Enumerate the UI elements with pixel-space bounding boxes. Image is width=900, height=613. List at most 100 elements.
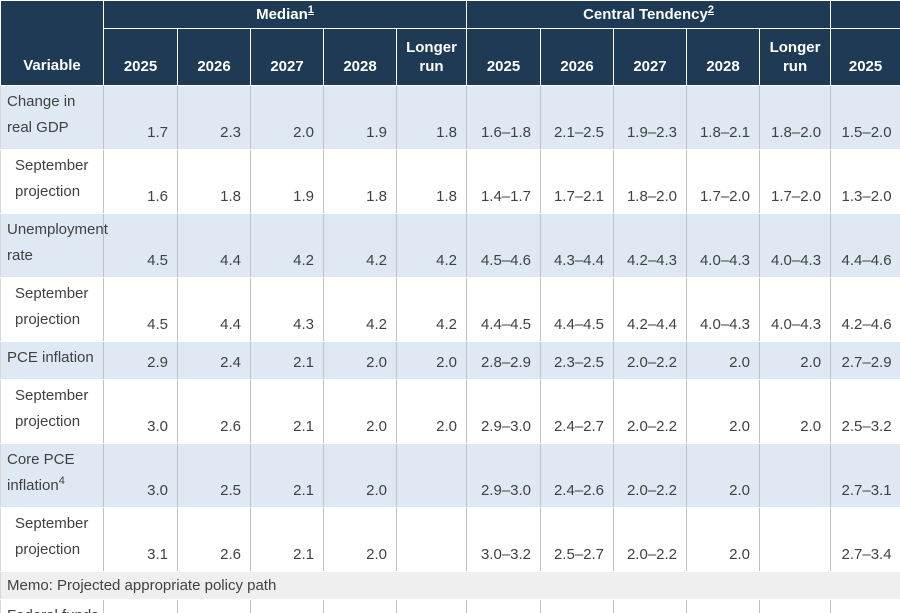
value-cell: 1.4–1.7: [466, 149, 542, 214]
value-cell: 2.6: [177, 379, 251, 444]
value-cell: 2.0–2.2: [613, 379, 688, 444]
value-cell: 3.1: [103, 507, 178, 572]
value-cell: 2.4–2.7: [540, 379, 615, 444]
value-cell: 3.0: [395, 599, 468, 613]
value-cell: 4.3: [250, 277, 324, 342]
row-label: PCE inflation: [0, 341, 104, 380]
value-cell: 2.1: [250, 443, 324, 508]
value-cell: 1.6–1.8: [466, 85, 542, 150]
value-cell: 4.2–4.4: [613, 277, 688, 342]
value-cell: [395, 507, 468, 572]
value-cell: 3.0: [103, 379, 178, 444]
table-row: Change in real GDP 1.7 2.3 2.0 1.9 1.8 1…: [0, 85, 900, 150]
value-cell: 2.1: [250, 379, 324, 444]
value-cell: 1.8: [323, 149, 397, 214]
year-header-ct-2028: 2028: [686, 28, 761, 86]
value-cell: 2.0: [250, 85, 324, 150]
year-header-ct-longer-run: Longer run: [759, 28, 832, 86]
value-cell: 4.0–4.3: [686, 277, 761, 342]
table-row: Unemployment rate 4.5 4.4 4.2 4.2 4.2 4.…: [0, 213, 900, 278]
value-cell: 2.1: [250, 341, 324, 380]
value-cell: 2.9–3.6: [540, 599, 615, 613]
value-cell: 2.0–2.2: [613, 507, 688, 572]
value-cell: 3.6: [103, 599, 178, 613]
table-row: September projection 3.0 2.6 2.1 2.0 2.0…: [0, 379, 900, 444]
value-cell: 4.2–4.6: [830, 277, 900, 342]
value-cell: 2.0: [686, 379, 761, 444]
footnote-1-link[interactable]: 1: [307, 4, 314, 16]
value-cell: 2.8–3.6: [686, 599, 761, 613]
value-cell: 3.0: [103, 443, 178, 508]
value-cell: 2.3–2.5: [540, 341, 615, 380]
value-cell: 2.8–3.5: [759, 599, 832, 613]
value-cell: 4.5–4.6: [466, 213, 542, 278]
value-cell: 4.2: [323, 213, 397, 278]
value-cell: 1.5–2.0: [830, 85, 900, 150]
year-header-range-2025: 2025: [830, 28, 900, 86]
table-row: Core PCE inflation4 3.0 2.5 2.1 2.0 2.9–…: [0, 443, 900, 508]
value-cell: 2.9–3.0: [466, 379, 542, 444]
value-cell: 3.1: [323, 599, 397, 613]
value-cell: 1.8: [177, 149, 251, 214]
value-cell: 4.4–4.6: [830, 213, 900, 278]
median-group-header: Median1: [102, 0, 468, 29]
value-cell: 2.0: [323, 379, 397, 444]
value-cell: 3.4–3.9: [830, 599, 900, 613]
value-cell: 3.1: [250, 599, 324, 613]
value-cell: 2.9: [103, 341, 178, 380]
row-label: Change in real GDP: [0, 85, 104, 150]
value-cell: 1.7: [103, 85, 178, 150]
value-cell: 2.5–3.2: [830, 379, 900, 444]
year-header-median-2028: 2028: [323, 28, 397, 86]
group-header-row: Variable Median1 Central Tendency2: [0, 0, 900, 86]
value-cell: 2.1–2.5: [540, 85, 615, 150]
memo-row: Memo: Projected appropriate policy path: [0, 571, 900, 600]
year-header-ct-2025: 2025: [466, 28, 542, 86]
value-cell: 3.0–3.2: [466, 507, 542, 572]
value-cell: 4.0–4.3: [686, 213, 761, 278]
value-cell: 3.4: [177, 599, 251, 613]
value-cell: 1.8: [395, 85, 468, 150]
value-cell: 2.0: [759, 341, 832, 380]
value-cell: 2.0–2.2: [613, 443, 688, 508]
value-cell: 1.8: [395, 149, 468, 214]
year-header-median-2025: 2025: [103, 28, 178, 86]
value-cell: 2.7–3.4: [830, 507, 900, 572]
value-cell: 1.9: [250, 149, 324, 214]
row-label: September projection: [0, 379, 104, 444]
value-cell: 2.5: [177, 443, 251, 508]
year-header-median-2027: 2027: [250, 28, 324, 86]
value-cell: 1.8–2.0: [759, 85, 832, 150]
year-header-ct-2027: 2027: [613, 28, 688, 86]
value-cell: 4.0–4.3: [759, 277, 832, 342]
table-row: September projection 4.5 4.4 4.3 4.2 4.2…: [0, 277, 900, 342]
variable-column-header: Variable: [0, 0, 104, 86]
footnote-2-link[interactable]: 2: [707, 4, 714, 16]
value-cell: 4.2: [323, 277, 397, 342]
value-cell: 2.7–3.1: [830, 443, 900, 508]
table-row: September projection 3.1 2.6 2.1 2.0 3.0…: [0, 507, 900, 572]
value-cell: 2.1: [250, 507, 324, 572]
value-cell: 4.2: [395, 213, 468, 278]
value-cell: 4.4–4.5: [540, 277, 615, 342]
value-cell: 1.8–2.1: [686, 85, 761, 150]
value-cell: 2.3: [177, 85, 251, 150]
value-cell: 4.3–4.4: [540, 213, 615, 278]
value-cell: 4.4: [177, 213, 251, 278]
year-header-row: 2025 2026 2027 2028 Longer run 2025 2026…: [1, 28, 900, 86]
value-cell: 1.3–2.0: [830, 149, 900, 214]
value-cell: 2.0: [686, 443, 761, 508]
year-header-median-2026: 2026: [177, 28, 251, 86]
value-cell: 2.4: [177, 341, 251, 380]
row-label: Federal funds rate: [0, 599, 104, 613]
row-label: Core PCE inflation4: [0, 443, 104, 508]
value-cell: 2.6: [177, 507, 251, 572]
table-row: Federal funds rate 3.6 3.4 3.1 3.1 3.0 3…: [0, 599, 900, 613]
value-cell: 1.7–2.0: [686, 149, 761, 214]
value-cell: 2.9–3.0: [466, 443, 542, 508]
row-label: September projection: [0, 149, 104, 214]
value-cell: 2.0: [686, 341, 761, 380]
value-cell: 4.4: [177, 277, 251, 342]
